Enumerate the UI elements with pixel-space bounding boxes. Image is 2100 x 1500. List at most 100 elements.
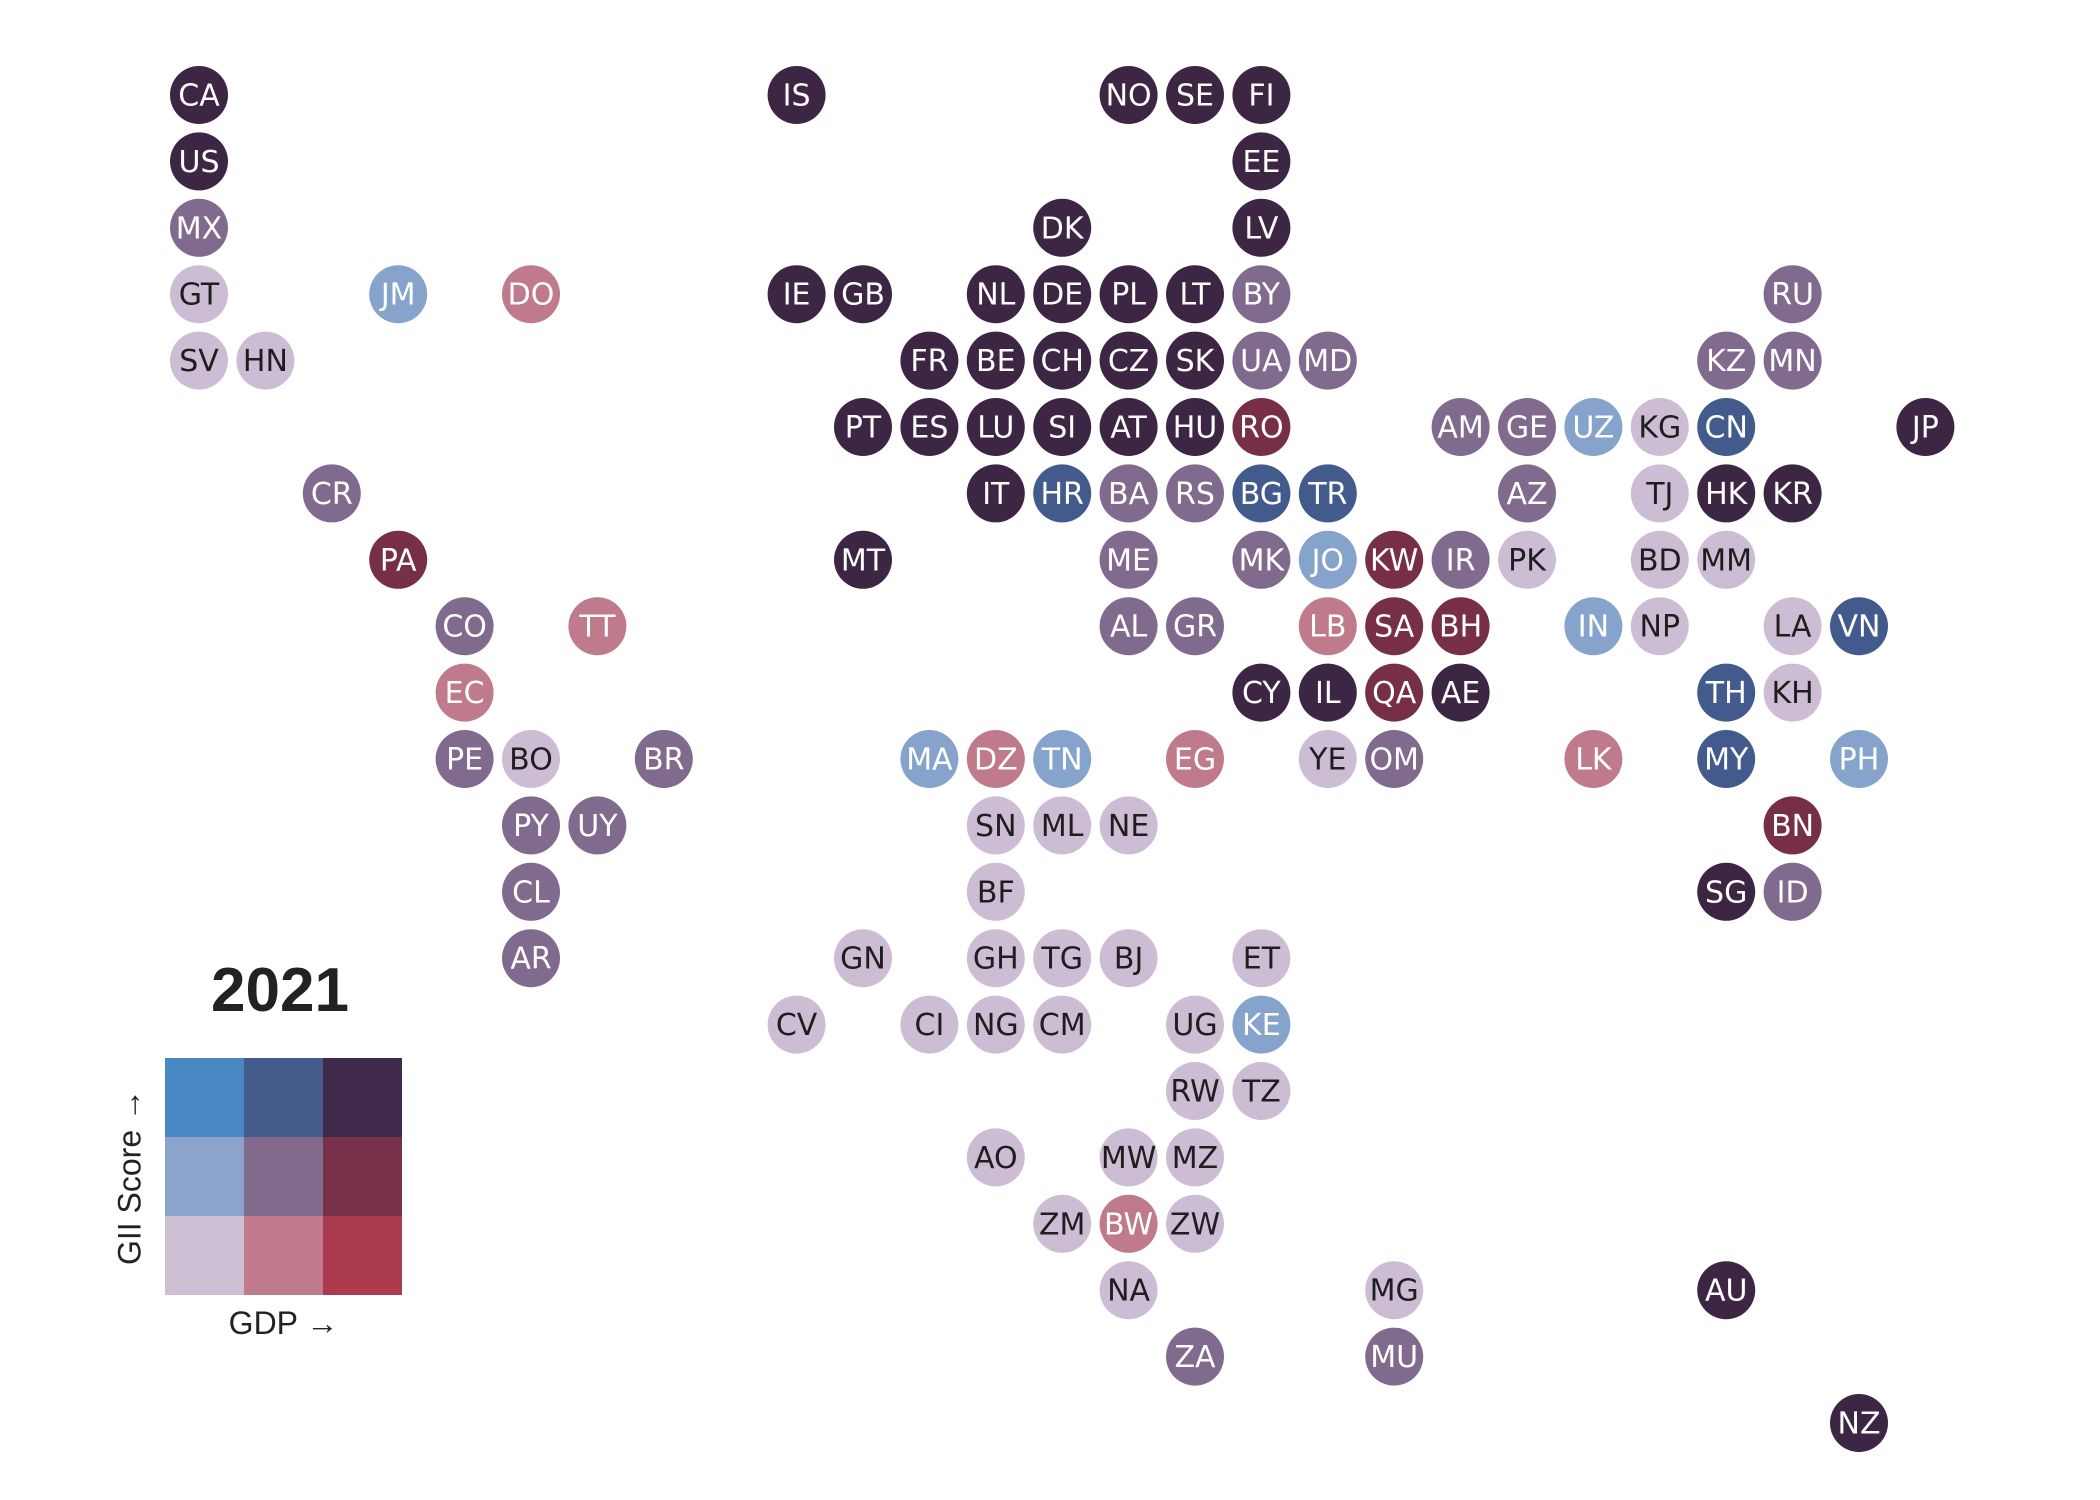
country-code-label: IE xyxy=(783,278,811,313)
country-tile-az: AZ xyxy=(1498,464,1556,523)
country-circle xyxy=(1431,530,1490,589)
legend-y-axis-label: GII Score → xyxy=(111,1088,148,1266)
country-circle xyxy=(1830,1394,1888,1452)
country-circle xyxy=(1232,66,1291,124)
country-tile-uy: UY xyxy=(568,796,627,855)
country-code-label: DK xyxy=(1041,211,1085,246)
country-tile-mu: MU xyxy=(1365,1327,1424,1386)
country-tile-bo: BO xyxy=(502,730,560,788)
country-circle xyxy=(1166,1327,1224,1386)
country-code-label: KG xyxy=(1638,411,1681,446)
country-circle xyxy=(767,265,826,324)
legend-cell-r1-c1 xyxy=(244,1137,323,1216)
country-code-label: CN xyxy=(1705,411,1748,446)
country-tile-dz: DZ xyxy=(966,730,1025,788)
country-code-label: ME xyxy=(1106,543,1151,578)
country-circle xyxy=(1697,663,1756,722)
country-code-label: DZ xyxy=(974,743,1018,778)
country-code-label: SA xyxy=(1374,610,1415,645)
country-tile-no: NO xyxy=(1099,66,1158,124)
country-code-label: ML xyxy=(1041,809,1084,844)
country-circle xyxy=(1166,331,1224,390)
country-circle xyxy=(1564,398,1623,456)
country-circle xyxy=(1431,663,1490,722)
country-circle xyxy=(1033,464,1092,523)
country-tile-my: MY xyxy=(1697,730,1756,788)
country-tile-bw: BW xyxy=(1099,1194,1158,1253)
legend-cell-r2-c2 xyxy=(323,1216,402,1295)
country-circle xyxy=(1232,530,1291,589)
country-code-label: JM xyxy=(379,278,416,313)
country-code-label: UG xyxy=(1172,1008,1217,1043)
country-code-label: QA xyxy=(1372,676,1417,711)
country-tile-kh: KH xyxy=(1763,663,1822,722)
country-circle xyxy=(966,862,1025,921)
country-code-label: UZ xyxy=(1572,411,1614,446)
country-circle xyxy=(1298,464,1357,523)
country-circle xyxy=(435,597,494,656)
country-circle xyxy=(1232,1062,1291,1120)
country-code-label: MM xyxy=(1700,543,1752,578)
country-tile-ci: CI xyxy=(900,995,959,1054)
country-circle xyxy=(1365,1261,1424,1320)
country-code-label: NO xyxy=(1106,79,1152,114)
country-tile-al: AL xyxy=(1099,597,1158,656)
country-code-label: IT xyxy=(982,477,1010,512)
country-circle xyxy=(1763,862,1822,921)
country-code-label: MX xyxy=(176,211,222,246)
country-circle xyxy=(1033,265,1092,324)
country-code-label: IL xyxy=(1315,676,1341,711)
country-circle xyxy=(1232,398,1291,456)
country-circle xyxy=(966,796,1025,855)
country-code-label: TR xyxy=(1307,477,1347,512)
country-circle xyxy=(1630,464,1689,523)
country-code-label: PT xyxy=(845,411,882,446)
country-tile-sn: SN xyxy=(966,796,1025,855)
country-circle xyxy=(502,796,560,855)
country-circle xyxy=(1099,398,1158,456)
country-tile-pe: PE xyxy=(435,730,494,788)
country-tile-gb: GB xyxy=(834,265,892,324)
country-tile-lt: LT xyxy=(1166,265,1224,324)
country-tile-ba: BA xyxy=(1099,464,1158,523)
country-tile-hr: HR xyxy=(1033,464,1092,523)
country-code-label: IR xyxy=(1446,543,1476,578)
country-tile-ne: NE xyxy=(1099,796,1158,855)
country-circle xyxy=(1033,929,1092,988)
country-tile-nz: NZ xyxy=(1830,1394,1888,1452)
country-code-label: BG xyxy=(1240,477,1283,512)
country-tile-sg: SG xyxy=(1697,862,1756,921)
country-tile-tt: TT xyxy=(568,597,627,656)
country-code-label: ET xyxy=(1243,942,1281,977)
country-tile-ca: CA xyxy=(170,66,228,124)
country-circle xyxy=(170,132,228,191)
country-tile-id: ID xyxy=(1763,862,1822,921)
country-tile-ae: AE xyxy=(1431,663,1490,722)
country-code-label: BE xyxy=(976,344,1016,379)
country-tile-lb: LB xyxy=(1298,597,1357,656)
country-tile-sk: SK xyxy=(1166,331,1224,390)
country-code-label: GT xyxy=(179,278,220,313)
country-tile-sa: SA xyxy=(1365,597,1424,656)
country-tile-ee: EE xyxy=(1232,132,1291,191)
country-tile-lk: LK xyxy=(1564,730,1623,788)
country-code-label: NE xyxy=(1108,809,1149,844)
country-tile-tn: TN xyxy=(1033,730,1092,788)
country-circle xyxy=(1166,597,1224,656)
country-circle xyxy=(1232,331,1291,390)
country-circle xyxy=(170,198,228,257)
country-tile-gt: GT xyxy=(170,265,228,324)
country-tile-br: BR xyxy=(634,730,693,788)
country-tile-bd: BD xyxy=(1630,530,1689,589)
country-tile-de: DE xyxy=(1033,265,1092,324)
country-circle xyxy=(1166,1194,1224,1253)
country-tile-cy: CY xyxy=(1232,663,1291,722)
country-tile-me: ME xyxy=(1099,530,1158,589)
country-tile-mw: MW xyxy=(1099,1128,1158,1187)
country-circle xyxy=(834,265,892,324)
country-tile-fr: FR xyxy=(900,331,959,390)
country-tile-cn: CN xyxy=(1697,398,1756,456)
country-circle xyxy=(1166,1062,1224,1120)
country-code-label: MG xyxy=(1370,1274,1419,1309)
country-code-label: MD xyxy=(1303,344,1352,379)
